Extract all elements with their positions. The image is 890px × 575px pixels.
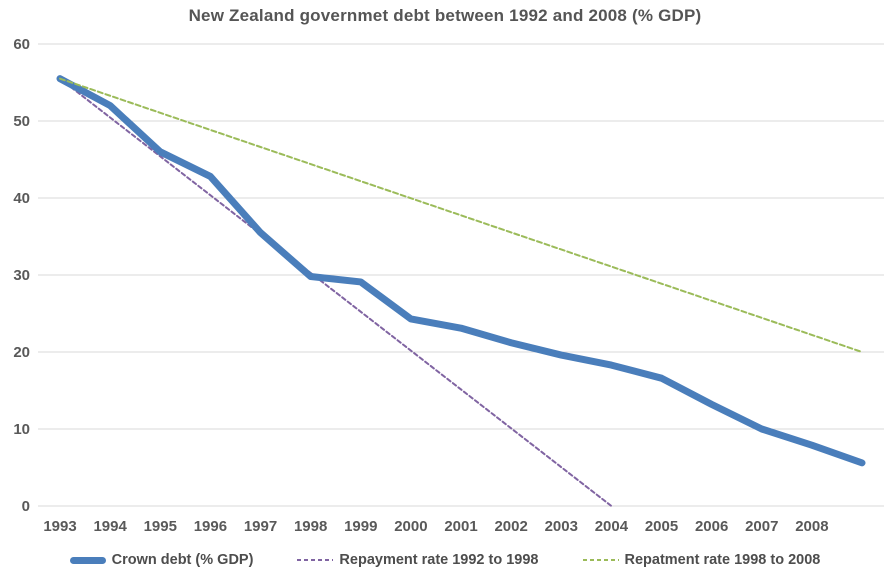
legend-swatch-solid-line-icon <box>69 556 106 564</box>
series-line-1 <box>59 77 613 507</box>
x-axis-tick-label: 2002 <box>494 518 527 535</box>
series-line-2 <box>59 77 863 353</box>
x-axis-tick-label: 2004 <box>595 518 629 535</box>
y-axis-tick-label: 40 <box>13 190 30 207</box>
x-axis-tick-label: 1994 <box>93 518 127 535</box>
legend-label-repayment-rate-1998-2008: Repatment rate 1998 to 2008 <box>624 552 821 568</box>
x-axis-tick-label: 1996 <box>194 518 227 535</box>
chart-title: New Zealand governmet debt between 1992 … <box>188 6 702 25</box>
x-axis-tick-label: 2005 <box>645 518 678 535</box>
x-axis-tick-label: 2001 <box>444 518 477 535</box>
x-axis-tick-label: 1999 <box>344 518 377 535</box>
x-axis-tick-label: 1997 <box>244 518 277 535</box>
legend-swatch-dashed-line-icon <box>297 559 334 561</box>
y-axis-tick-label: 30 <box>13 267 30 284</box>
y-axis-tick-label: 20 <box>13 344 30 361</box>
y-axis-tick-label: 60 <box>13 36 30 53</box>
x-axis-tick-label: 2008 <box>795 518 828 535</box>
x-axis-tick-label: 1998 <box>294 518 327 535</box>
x-axis-tick-label: 2003 <box>545 518 578 535</box>
legend-item-repayment-rate-1992-1998: Repayment rate 1992 to 1998 <box>297 552 539 568</box>
legend-swatch-dashed-line-icon <box>582 559 619 561</box>
y-axis-tick-label: 10 <box>13 421 30 438</box>
x-axis-tick-label: 1993 <box>43 518 76 535</box>
x-axis-tick-label: 2007 <box>745 518 778 535</box>
legend-label-crown-debt: Crown debt (% GDP) <box>111 552 254 568</box>
legend-item-repayment-rate-1998-2008: Repatment rate 1998 to 2008 <box>582 552 821 568</box>
series-line-0 <box>56 75 866 467</box>
legend-label-repayment-rate-1992-1998: Repayment rate 1992 to 1998 <box>339 552 539 568</box>
y-axis-tick-label: 50 <box>13 113 30 130</box>
legend: Crown debt (% GDP) Repayment rate 1992 t… <box>0 552 890 568</box>
x-axis-tick-label: 2000 <box>394 518 427 535</box>
x-axis-tick-label: 2006 <box>695 518 728 535</box>
x-axis-tick-label: 1995 <box>144 518 177 535</box>
y-axis-tick-label: 0 <box>22 498 30 515</box>
legend-item-crown-debt: Crown debt (% GDP) <box>69 552 254 568</box>
